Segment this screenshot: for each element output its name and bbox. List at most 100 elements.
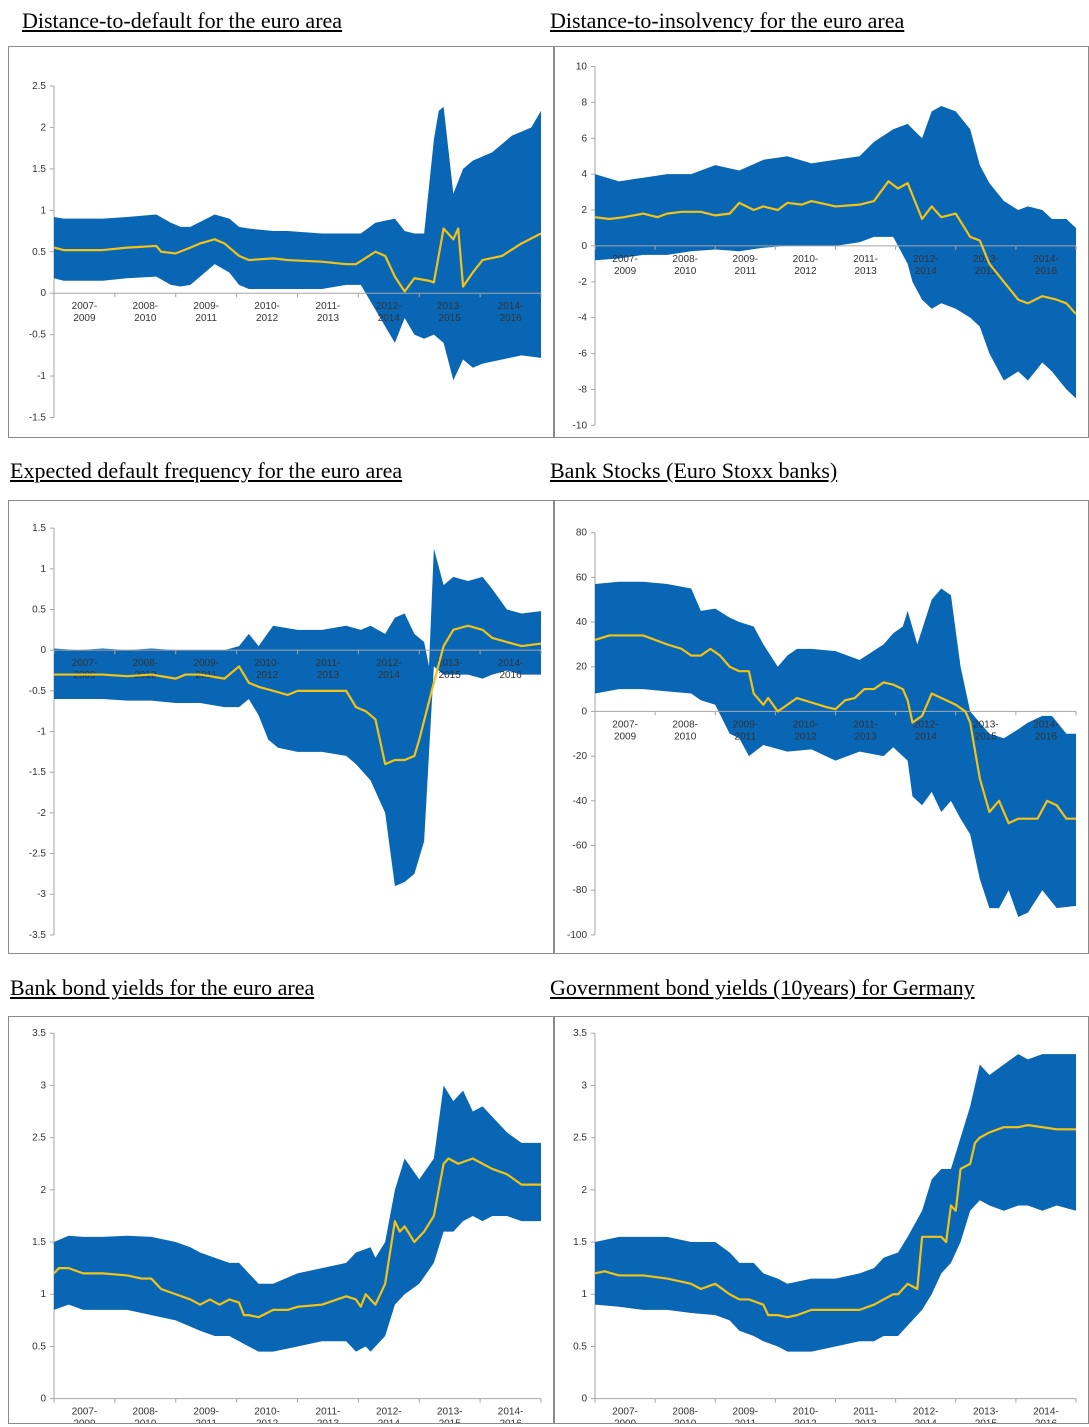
x-tick-label: 2013 [854, 1419, 877, 1423]
x-tick-label: 2010- [793, 254, 819, 265]
y-tick-label: 2.5 [32, 1133, 46, 1144]
x-tick-label: 2009- [733, 1407, 759, 1418]
chart-title-bank-bonds: Bank bond yields for the euro area [10, 975, 315, 1000]
y-tick-label: -3 [37, 889, 46, 900]
x-tick-label: 2011 [195, 313, 217, 324]
y-tick-label: 2 [581, 1185, 587, 1196]
x-tick-label: 2014 [915, 1419, 938, 1423]
y-tick-label: 60 [576, 572, 588, 583]
y-tick-label: 0 [581, 1394, 587, 1405]
median-line [54, 624, 542, 766]
x-tick-label: 2016 [499, 1419, 522, 1423]
x-tick-label: 2007- [612, 719, 638, 730]
x-tick-label: 2014- [498, 658, 524, 669]
y-tick-label: 80 [576, 528, 588, 539]
x-tick-label: 2012- [913, 1407, 939, 1418]
y-tick-label: 0.5 [32, 604, 46, 615]
y-tick-label: -1.5 [29, 767, 47, 778]
y-tick-label: -6 [578, 349, 587, 360]
chart-title-edf: Expected default frequency for the euro … [10, 458, 403, 483]
median-line [53, 1157, 541, 1319]
x-tick-label: 2009 [614, 266, 637, 277]
x-tick-label: 2014 [378, 1419, 401, 1423]
x-tick-label: 2009 [73, 1419, 96, 1423]
x-tick-label: 2012- [913, 254, 939, 265]
x-tick-label: 2013 [317, 670, 340, 681]
chart-title-gov-bonds: Government bond yields (10years) for Ger… [550, 975, 975, 1000]
y-tick-label: 1.5 [573, 1237, 587, 1248]
confidence-band [595, 581, 1076, 918]
y-tick-label: 1 [40, 205, 46, 216]
x-tick-label: 2007- [612, 1407, 638, 1418]
x-tick-label: 2016 [499, 313, 522, 324]
x-tick-label: 2010 [674, 1419, 697, 1423]
x-tick-label: 2015 [439, 1419, 462, 1423]
x-tick-label: 2014 [915, 266, 938, 277]
x-tick-label: 2011- [853, 1407, 878, 1418]
y-tick-label: 3.5 [32, 1028, 46, 1039]
x-tick-label: 2011- [316, 1407, 341, 1418]
x-tick-label: 2008- [133, 658, 159, 669]
x-tick-label: 2016 [1035, 731, 1058, 742]
x-tick-label: 2010 [134, 1419, 157, 1423]
y-tick-label: -0.5 [29, 330, 47, 341]
y-tick-label: 1 [581, 1289, 587, 1300]
chart-title-dti: Distance-to-insolvency for the euro area [550, 8, 905, 33]
x-tick-label: 2013 [317, 313, 340, 324]
x-tick-label: 2012 [256, 670, 279, 681]
y-tick-label: -1 [37, 371, 46, 382]
x-tick-label: 2013- [437, 658, 463, 669]
y-tick-label: -2.5 [29, 849, 47, 860]
y-tick-label: 2 [581, 205, 587, 216]
x-tick-label: 2009- [193, 301, 219, 312]
y-tick-label: -0.5 [29, 686, 47, 697]
x-tick-label: 2012- [376, 301, 402, 312]
median-line [594, 634, 1076, 825]
x-tick-label: 2010 [134, 313, 157, 324]
x-tick-label: 2016 [1035, 266, 1058, 277]
y-tick-label: -2 [578, 277, 587, 288]
x-tick-label: 2008- [672, 254, 698, 265]
x-tick-label: 2007- [72, 658, 98, 669]
x-tick-label: 2012 [794, 266, 817, 277]
y-tick-label: -100 [567, 930, 587, 941]
x-tick-label: 2011- [853, 254, 878, 265]
y-tick-label: 1.5 [32, 523, 46, 534]
x-tick-label: 2012- [913, 719, 939, 730]
confidence-band [54, 548, 541, 887]
x-tick-label: 2013- [973, 1407, 999, 1418]
x-tick-label: 2015 [975, 1419, 998, 1423]
y-tick-label: 2.5 [32, 81, 46, 92]
x-tick-label: 2008- [672, 1407, 698, 1418]
x-tick-label: 2013- [437, 1407, 463, 1418]
chart-plot: -1.5-1-0.500.511.522.52007-20092008-2010… [29, 81, 542, 424]
x-tick-label: 2009- [193, 658, 219, 669]
chart-panel-gov-bonds: 00.511.522.533.52007-20092008-20102009-2… [554, 1016, 1089, 1424]
x-tick-label: 2014 [915, 731, 938, 742]
x-tick-label: 2011 [195, 1419, 217, 1423]
chart-panel-edf: -3.5 -3 -2.5 -2 -1.5 -1 -0.5 0 0.5 1 1.5 2007- 2009 2… [8, 500, 554, 954]
x-tick-label: 2009- [733, 254, 759, 265]
y-tick-label: 40 [576, 617, 588, 628]
x-tick-label: 2007- [612, 254, 638, 265]
x-tick-label: 2012 [256, 313, 279, 324]
y-tick-label: 3 [40, 1080, 46, 1091]
x-tick-label: 2007- [72, 1407, 98, 1418]
chart-panel-bank-stocks: -100 -80 -60 -40 -20 0 20 40 60 80 2007- 2009 2008- 2… [554, 500, 1089, 954]
y-tick-label: -2 [37, 808, 46, 819]
x-tick-label: 2011 [735, 1419, 757, 1423]
y-tick-label: 0.5 [32, 247, 46, 258]
x-tick-label: 2015 [439, 313, 462, 324]
x-tick-label: 2008- [133, 301, 159, 312]
confidence-band [595, 105, 1076, 399]
x-tick-label: 2010- [793, 1407, 819, 1418]
y-tick-label: -1.5 [29, 413, 47, 424]
x-tick-label: 2013 [854, 731, 877, 742]
chart-plot: -3.5-3-2.5-2-1.5-1-0.500.511.52007-20092… [29, 523, 542, 941]
median-line [53, 227, 542, 293]
x-tick-label: 2015 [439, 670, 462, 681]
x-tick-label: 2014- [1033, 254, 1059, 265]
x-tick-label: 2013- [973, 719, 999, 730]
x-tick-label: 2014 [378, 670, 401, 681]
x-tick-label: 2010- [254, 301, 280, 312]
